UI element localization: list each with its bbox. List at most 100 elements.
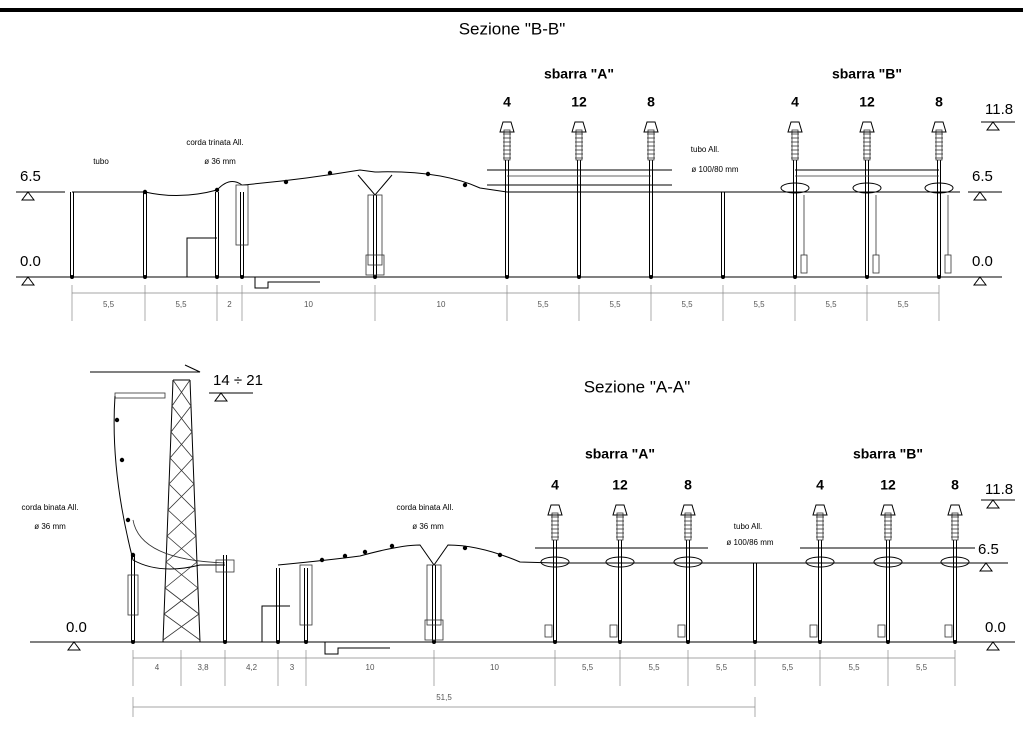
level-label: 0.0: [20, 253, 41, 270]
insulator: [503, 129, 511, 161]
foot: [649, 275, 653, 279]
disconnector: [780, 182, 810, 194]
dimension-label: 4: [155, 663, 160, 672]
insulator: [551, 512, 559, 541]
arrester: [127, 574, 139, 616]
string: [114, 392, 166, 399]
dimension-label: 5,5: [537, 300, 549, 309]
insulator-cap: [680, 504, 696, 516]
wire: [166, 509, 197, 537]
clamp: [425, 171, 431, 177]
clamp: [362, 549, 368, 555]
insulator: [863, 129, 871, 161]
foot: [793, 275, 797, 279]
disconnector: [924, 182, 954, 194]
dimension-label: 5,5: [648, 663, 660, 672]
insulator-cap: [947, 504, 963, 516]
insulator: [884, 512, 892, 541]
note: corda binata All.: [22, 503, 79, 512]
wire: [357, 174, 393, 196]
isolator: [215, 559, 235, 573]
clamp: [114, 417, 120, 423]
phase-label: 4: [791, 94, 799, 110]
insulator-cap: [612, 504, 628, 516]
clamp: [342, 553, 348, 559]
foot: [818, 640, 822, 644]
mechanism: [677, 624, 686, 638]
wire: [167, 483, 196, 511]
clamp: [327, 170, 333, 176]
wire: [168, 457, 195, 485]
dimension-label: 5,5: [716, 663, 728, 672]
level-mark: [214, 392, 228, 402]
wire: [162, 613, 201, 641]
wire: [144, 169, 508, 197]
insulator-cap: [812, 504, 828, 516]
clamp: [462, 182, 468, 188]
disconnector: [852, 182, 882, 194]
breaker: [299, 564, 313, 626]
frame: [186, 237, 217, 277]
insulator: [647, 129, 655, 161]
dimension-label: 3,8: [197, 663, 209, 672]
clamp: [214, 187, 220, 193]
wire: [277, 544, 556, 566]
level-label: 6.5: [972, 168, 993, 185]
level-label: 14 ÷ 21: [213, 372, 263, 389]
insulator-cap: [787, 121, 803, 133]
total-dimension: 51,5: [436, 693, 452, 702]
level-mark: [986, 499, 1000, 509]
foot: [721, 275, 725, 279]
note: corda binata All.: [397, 503, 454, 512]
disconnector: [540, 556, 570, 568]
phase-label: 4: [551, 477, 559, 493]
wire: [132, 519, 226, 564]
base: [365, 254, 385, 276]
mechanism: [877, 624, 886, 638]
wire: [163, 587, 200, 615]
trench: [254, 277, 320, 289]
insulator: [951, 512, 959, 541]
foot: [143, 275, 147, 279]
level-mark: [979, 562, 993, 572]
mechanism: [800, 254, 808, 274]
level-mark: [67, 641, 81, 651]
trench: [324, 642, 390, 655]
level-label: 0.0: [985, 619, 1006, 636]
mechanism: [944, 624, 953, 638]
mechanism: [544, 624, 553, 638]
level-mark: [21, 276, 35, 286]
foot: [432, 640, 436, 644]
insulator-cap: [859, 121, 875, 133]
insulator: [575, 129, 583, 161]
dimension-label: 5,5: [609, 300, 621, 309]
foot: [276, 640, 280, 644]
wire: [162, 379, 201, 643]
insulator-cap: [499, 121, 515, 133]
busbar-label: sbarra "A": [585, 446, 655, 462]
clamp: [319, 557, 325, 563]
foot: [686, 640, 690, 644]
dimension-label: 5,5: [897, 300, 909, 309]
foot: [70, 275, 74, 279]
level-label: 6.5: [20, 168, 41, 185]
foot: [618, 640, 622, 644]
foot: [937, 275, 941, 279]
wire: [169, 431, 194, 459]
base: [424, 619, 444, 641]
breaker: [235, 184, 249, 246]
phase-label: 8: [935, 94, 943, 110]
level-label: 0.0: [972, 253, 993, 270]
disconnector: [873, 556, 903, 568]
phase-label: 12: [571, 94, 587, 110]
note: tubo All.: [734, 522, 762, 531]
level-label: 6.5: [978, 541, 999, 558]
foot: [553, 640, 557, 644]
foot: [505, 275, 509, 279]
foot: [373, 275, 377, 279]
foot: [753, 640, 757, 644]
phase-label: 8: [684, 477, 692, 493]
dimension-label: 10: [304, 300, 313, 309]
note: ø 100/80 mm: [691, 165, 738, 174]
disconnector: [605, 556, 635, 568]
